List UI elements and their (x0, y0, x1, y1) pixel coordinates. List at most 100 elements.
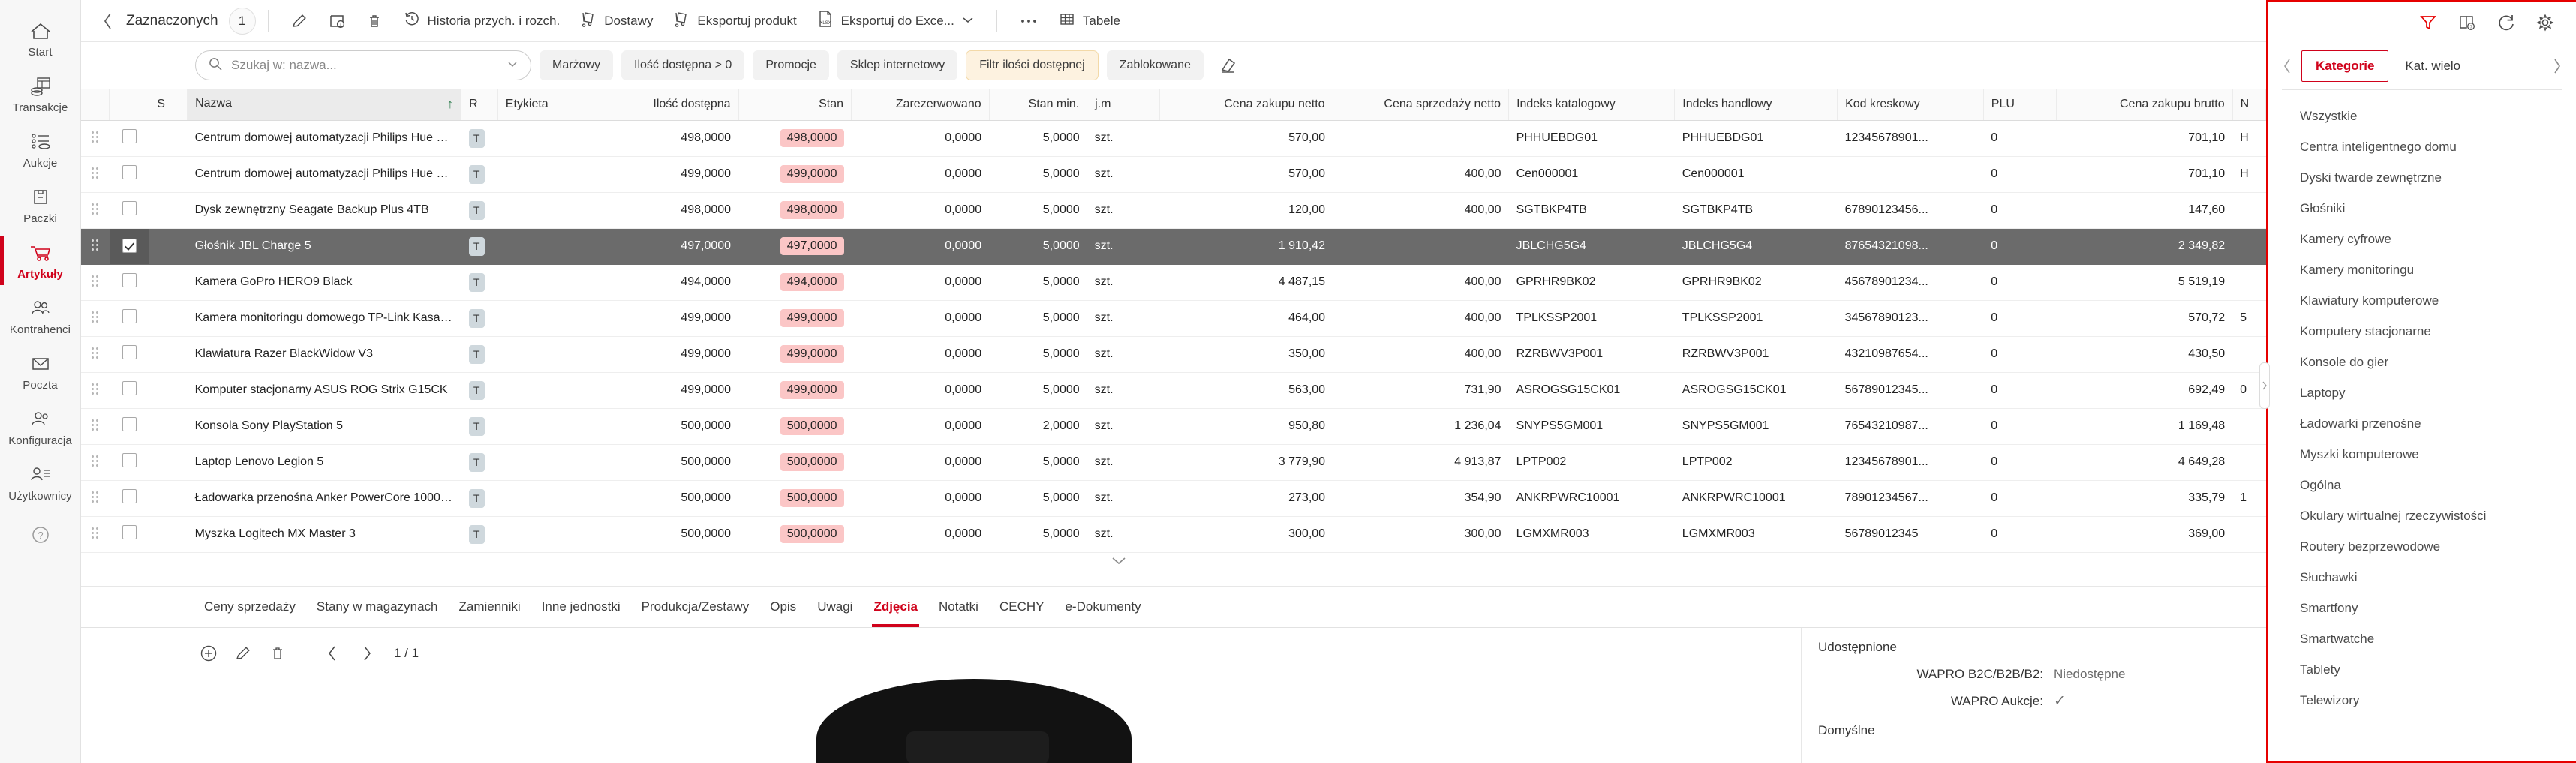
sidebar-item-konfiguracja[interactable]: Konfiguracja (0, 399, 80, 455)
drag-handle-icon[interactable] (91, 131, 99, 143)
category-item[interactable]: Myszki komputerowe (2300, 446, 2419, 461)
row-checkbox[interactable] (109, 516, 149, 553)
th-s[interactable]: S (149, 89, 188, 121)
th-kod-kreskowy[interactable]: Kod kreskowy (1837, 89, 1984, 121)
row-checkbox[interactable] (109, 264, 149, 301)
drag-handle-icon[interactable] (91, 275, 99, 287)
category-item[interactable]: Konsole do gier (2300, 354, 2389, 369)
th-stan-min[interactable]: Stan min. (989, 89, 1088, 121)
tables-button[interactable]: Tabele (1048, 5, 1130, 37)
cell-nazwa[interactable]: Centrum domowej automatyzacji Philips Hu… (187, 120, 461, 157)
row-checkbox[interactable] (109, 372, 149, 409)
table-row[interactable]: Konsola Sony PlayStation 5 T 500,0000 500,0… (81, 408, 2266, 445)
cell-nazwa[interactable]: Konsola Sony PlayStation 5 (187, 408, 461, 445)
table-row[interactable]: Kamera monitoringu domowego TP-Link Kasa… (81, 300, 2266, 337)
edit-photo-button[interactable] (228, 640, 258, 667)
detail-tab-inne-jednostki[interactable]: Inne jednostki (541, 599, 621, 614)
row-checkbox[interactable] (109, 228, 149, 265)
sidebar-item-transakcje[interactable]: Transakcje (0, 66, 80, 122)
cell-nazwa[interactable]: Ładowarka przenośna Anker PowerCore 1000… (187, 480, 461, 517)
add-photo-button[interactable] (194, 640, 224, 667)
sidebar-item-start[interactable]: Start (0, 11, 80, 66)
row-drag-handle[interactable] (81, 372, 110, 409)
th-ilosc-dostepna[interactable]: Ilość dostępna (591, 89, 739, 121)
th-zarezerwowano[interactable]: Zarezerwowano (851, 89, 990, 121)
th-r[interactable]: R (461, 89, 498, 121)
drag-handle-icon[interactable] (91, 347, 99, 359)
delete-button[interactable] (356, 5, 393, 37)
export-excel-button[interactable]: XLSX Eksportuj do Exce... (807, 5, 984, 37)
deliveries-button[interactable]: Dostawy (570, 5, 663, 37)
th-indeks-handlowy[interactable]: Indeks handlowy (1674, 89, 1838, 121)
row-checkbox[interactable] (109, 156, 149, 193)
filter-funnel-icon[interactable] (2417, 11, 2439, 34)
detail-tab-zdj-cia[interactable]: Zdjęcia (863, 587, 928, 627)
row-drag-handle[interactable] (81, 480, 110, 517)
row-drag-handle[interactable] (81, 336, 110, 373)
detail-tab-notatki[interactable]: Notatki (939, 599, 978, 614)
filter-chip-sklep-internetowy[interactable]: Sklep internetowy (837, 50, 958, 80)
table-row[interactable]: Komputer stacjonarny ASUS ROG Strix G15C… (81, 372, 2266, 409)
cell-nazwa[interactable]: Klawiatura Razer BlackWidow V3 (187, 336, 461, 373)
table-row[interactable]: Klawiatura Razer BlackWidow V3 T 499,0000 4… (81, 336, 2266, 373)
delete-photo-button[interactable] (263, 640, 293, 667)
detail-tab-uwagi[interactable]: Uwagi (817, 599, 853, 614)
panel-next-button[interactable] (2546, 53, 2568, 80)
category-item[interactable]: Kamery monitoringu (2300, 262, 2415, 277)
row-drag-handle[interactable] (81, 300, 110, 337)
cell-nazwa[interactable]: Laptop Lenovo Legion 5 (187, 444, 461, 481)
row-drag-handle[interactable] (81, 516, 110, 553)
drag-handle-icon[interactable] (91, 419, 99, 431)
detail-tab-e-dokumenty[interactable]: e-Dokumenty (1065, 599, 1141, 614)
row-drag-handle[interactable] (81, 228, 110, 265)
table-row[interactable]: Centrum domowej automatyzacji Philips Hu… (81, 120, 2266, 157)
drag-handle-icon[interactable] (91, 455, 99, 467)
filter-chip-zablokowane[interactable]: Zablokowane (1106, 50, 1204, 80)
category-item[interactable]: Komputery stacjonarne (2300, 323, 2431, 338)
category-item[interactable]: Tablety (2300, 662, 2340, 677)
tab-kategorie[interactable]: Kategorie (2301, 50, 2389, 82)
cell-nazwa[interactable]: Komputer stacjonarny ASUS ROG Strix G15C… (187, 372, 461, 409)
book-help-icon[interactable]: ? (2456, 11, 2478, 34)
filter-chip-promocje[interactable]: Promocje (753, 50, 829, 80)
category-item[interactable]: Kamery cyfrowe (2300, 231, 2391, 246)
category-item[interactable]: Okulary wirtualnej rzeczywistości (2300, 508, 2487, 523)
sidebar-item-artykuly[interactable]: Artykuły (0, 233, 80, 288)
row-drag-handle[interactable] (81, 408, 110, 445)
table-row[interactable]: Centrum domowej automatyzacji Philips Hu… (81, 156, 2266, 193)
detail-tab-produkcja-zestawy[interactable]: Produkcja/Zestawy (641, 599, 750, 614)
cell-nazwa[interactable]: Centrum domowej automatyzacji Philips Hu… (187, 156, 461, 193)
chevron-down-icon[interactable] (506, 59, 519, 72)
row-drag-handle[interactable] (81, 444, 110, 481)
row-checkbox[interactable] (109, 300, 149, 337)
detail-tab-opis[interactable]: Opis (770, 599, 797, 614)
table-row[interactable]: Laptop Lenovo Legion 5 T 500,0000 500,0000 0… (81, 444, 2266, 481)
back-button[interactable] (93, 6, 123, 36)
th-indeks-katalogowy[interactable]: Indeks katalogowy (1508, 89, 1676, 121)
sidebar-item-poczta[interactable]: Poczta (0, 344, 80, 399)
cell-nazwa[interactable]: Myszka Logitech MX Master 3 (187, 516, 461, 553)
category-item[interactable]: Telewizory (2300, 692, 2360, 707)
category-item[interactable]: Słuchawki (2300, 569, 2358, 584)
drag-handle-icon[interactable] (91, 167, 99, 179)
category-item[interactable]: Dyski twarde zewnętrzne (2300, 170, 2442, 185)
filter-chip-ilosc-dostepna[interactable]: Ilość dostępna > 0 (621, 50, 745, 80)
tab-kat-wielo[interactable]: Kat. wielo (2405, 59, 2461, 73)
th-stan[interactable]: Stan (738, 89, 852, 121)
drag-handle-icon[interactable] (91, 239, 99, 251)
th-nazwa[interactable]: Nazwa ↑ (187, 89, 462, 121)
th-plu[interactable]: PLU (1983, 89, 2057, 121)
edit-button[interactable] (281, 5, 318, 37)
th-select-all[interactable] (109, 89, 150, 121)
detail-tab-stany-w-magazynach[interactable]: Stany w magazynach (316, 599, 438, 614)
row-checkbox[interactable] (109, 480, 149, 517)
eraser-icon[interactable] (1212, 56, 1245, 75)
filter-chip-filtr-ilosci-dostepnej[interactable]: Filtr ilości dostępnej (966, 50, 1099, 80)
row-checkbox[interactable] (109, 120, 149, 157)
row-checkbox[interactable] (109, 192, 149, 229)
table-row[interactable]: Myszka Logitech MX Master 3 T 500,0000 500,… (81, 516, 2266, 553)
sidebar-item-aukcje[interactable]: Aukcje (0, 122, 80, 177)
table-row[interactable]: Ładowarka przenośna Anker PowerCore 1000… (81, 480, 2266, 517)
drag-handle-icon[interactable] (91, 203, 99, 215)
table-row[interactable]: Kamera GoPro HERO9 Black T 494,0000 494,000… (81, 264, 2266, 301)
